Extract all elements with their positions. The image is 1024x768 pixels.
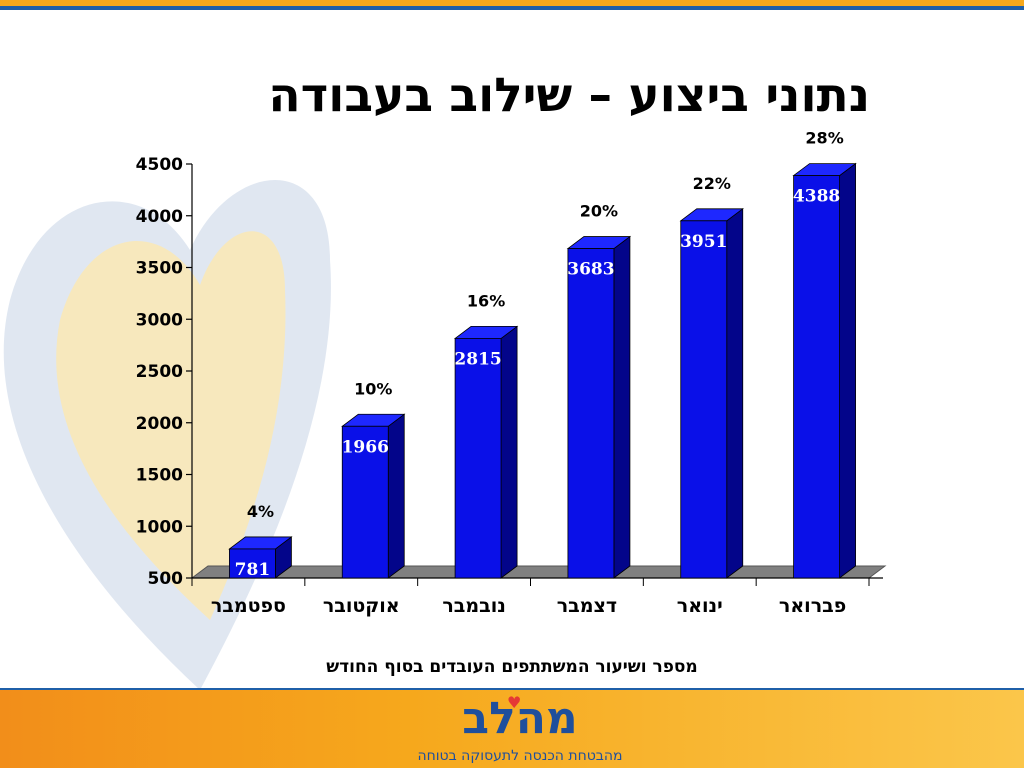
bar-percent-label: 20% <box>580 202 618 221</box>
bar <box>792 162 857 579</box>
bar-percent-label: 10% <box>354 379 392 398</box>
bar <box>453 325 519 579</box>
bar-side <box>726 208 744 579</box>
bar-front <box>793 175 840 579</box>
bar-front <box>454 337 502 579</box>
bar <box>341 413 406 579</box>
bar-value-label: 3951 <box>680 232 727 252</box>
y-tick-label: 2500 <box>136 362 183 382</box>
logo-tagline: מהבטחת הכנסה לתעסוקה בטוחה <box>417 748 623 764</box>
y-tick-label: 4500 <box>136 155 183 175</box>
top-accent-bar <box>0 0 1024 6</box>
bar-side <box>387 413 405 579</box>
bar <box>679 208 744 579</box>
category-label: אוקטובר <box>323 595 400 617</box>
top-accent-line <box>0 6 1024 10</box>
bar-front <box>341 425 389 579</box>
bar-percent-label: 16% <box>467 291 505 310</box>
y-tick-label: 1500 <box>136 466 183 486</box>
category-label: ספטמבר <box>211 595 286 617</box>
bar-value-label: 3683 <box>567 260 614 280</box>
bar-value-label: 4388 <box>793 187 840 207</box>
bar-value-label: 781 <box>235 560 271 580</box>
y-tick-label: 2000 <box>136 414 183 434</box>
bar-value-label: 1966 <box>342 437 389 457</box>
bar-value-label: 2815 <box>454 349 501 369</box>
y-tick-label: 3000 <box>136 310 183 330</box>
category-label: נובמבר <box>442 595 506 617</box>
category-label: פברואר <box>779 595 846 617</box>
logo-name: מהלב <box>462 693 578 744</box>
logo-heart-icon: ♥ <box>507 693 522 712</box>
bar-side <box>613 235 631 579</box>
y-tick-label: 500 <box>148 569 184 589</box>
chart-caption: מספר ושיעור המשתתפים העובדים בסוף החודש <box>326 657 698 677</box>
bar <box>566 235 632 579</box>
y-tick-label: 4000 <box>136 207 183 227</box>
y-tick-label: 3500 <box>136 259 183 279</box>
bottom-accent-line <box>0 688 1024 691</box>
bar-percent-label: 4% <box>247 502 274 521</box>
bar-side <box>839 162 856 579</box>
chart-floor <box>190 565 887 579</box>
bar-front <box>567 248 615 579</box>
y-tick-label: 1000 <box>136 517 183 537</box>
category-label: דצמבר <box>557 595 617 617</box>
footer-band <box>0 690 1024 768</box>
slide-title: נתוני ביצוע – שילוב בעבודה <box>268 68 870 123</box>
category-label: ינואר <box>677 595 723 617</box>
bar-front <box>229 548 276 579</box>
bar <box>228 536 293 579</box>
bar-side <box>500 325 518 579</box>
bar-front <box>680 220 728 579</box>
bar-percent-label: 28% <box>805 129 843 148</box>
bar-percent-label: 22% <box>693 174 731 193</box>
